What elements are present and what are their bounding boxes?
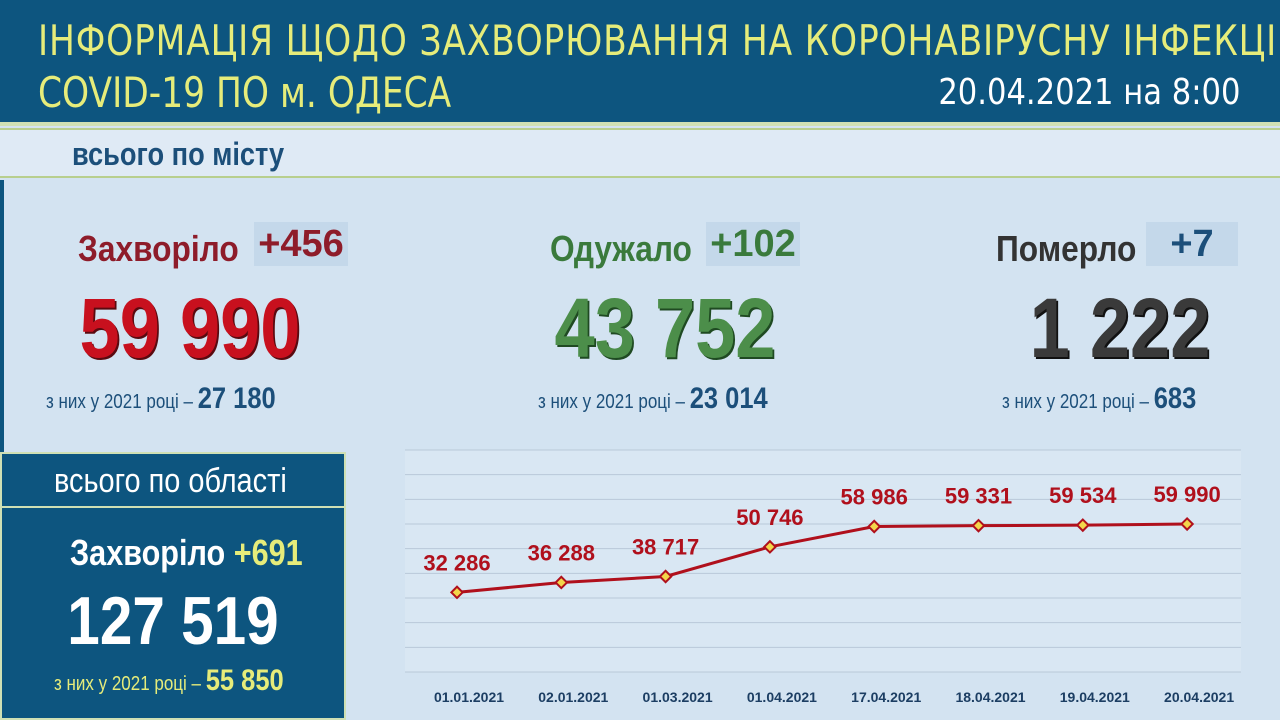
deceased-label: Померло: [996, 228, 1137, 269]
oblast-2021-line: з них у 2021 році – 55 850: [54, 664, 284, 698]
infected-delta-badge: +456: [254, 222, 348, 266]
deceased-total: 1 222: [1029, 281, 1211, 375]
oblast-infected-delta: +691: [233, 532, 303, 573]
oblast-panel: всього по області Захворіло +691 127 519…: [0, 452, 346, 720]
header-banner: ІНФОРМАЦІЯ ЩОДО ЗАХВОРЮВАННЯ НА КОРОНАВІ…: [0, 0, 1280, 126]
oblast-infected-total: 127 519: [67, 583, 279, 659]
oblast-2021-prefix: з них у 2021 році –: [54, 673, 201, 695]
oblast-title: всього по області: [54, 462, 287, 500]
infected-label: Захворіло: [78, 228, 239, 269]
trend-chart-area: [405, 450, 1241, 672]
recovered-label: Одужало: [550, 228, 692, 269]
infected-2021-line: з них у 2021 році – 27 180: [46, 382, 276, 416]
recovered-2021-line: з них у 2021 році – 23 014: [538, 382, 768, 416]
oblast-infected-label: Захворіло: [70, 532, 226, 573]
recovered-2021-prefix: з них у 2021 році –: [538, 391, 685, 413]
city-section-label: всього по місту: [72, 136, 285, 172]
infected-total: 59 990: [79, 281, 301, 375]
oblast-infected-line: Захворіло +691: [70, 532, 303, 574]
deceased-2021-prefix: з них у 2021 році –: [1002, 391, 1149, 413]
deceased-2021-line: з них у 2021 році – 683: [1002, 382, 1196, 416]
deceased-delta-badge: +7: [1146, 222, 1238, 266]
deceased-2021-value: 683: [1153, 382, 1197, 415]
recovered-delta-badge: +102: [706, 222, 800, 266]
infected-2021-value: 27 180: [197, 382, 276, 415]
recovered-total: 43 752: [554, 281, 776, 375]
city-section-bar: всього по місту: [0, 128, 1280, 178]
oblast-2021-value: 55 850: [205, 664, 284, 697]
oblast-header: всього по області: [2, 454, 344, 508]
recovered-2021-value: 23 014: [689, 382, 768, 415]
page-subtitle: COVID-19 ПО м. ОДЕСА: [38, 68, 452, 117]
infected-2021-prefix: з них у 2021 році –: [46, 391, 193, 413]
page-title: ІНФОРМАЦІЯ ЩОДО ЗАХВОРЮВАННЯ НА КОРОНАВІ…: [38, 16, 1280, 65]
report-date: 20.04.2021 на 8:00: [937, 72, 1240, 113]
